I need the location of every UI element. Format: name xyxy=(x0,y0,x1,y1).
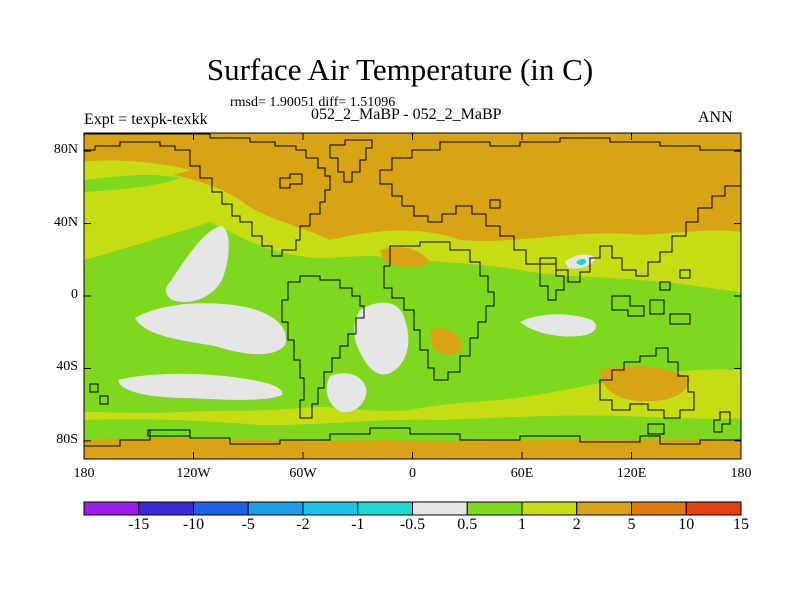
lon-tick-label: 120W xyxy=(176,466,211,481)
contour-band-near-zero xyxy=(165,226,229,302)
colorbar-swatch xyxy=(247,501,304,516)
lat-tick-label: 40S xyxy=(56,359,78,375)
colorbar-swatch xyxy=(466,501,523,516)
temperature-contours xyxy=(84,160,741,441)
experiment-label: Expt = texpk-texkk xyxy=(84,111,208,128)
colorbar-label: -10 xyxy=(182,516,205,533)
colorbar-swatch xyxy=(412,501,468,516)
lon-tick-label: 60W xyxy=(289,466,317,481)
colorbar-label: 0.5 xyxy=(457,516,478,533)
coastline-maritime-continent xyxy=(611,295,691,325)
lon-tick-label: 120E xyxy=(616,466,647,481)
coastline-eurasia xyxy=(379,137,741,283)
stats-text: rmsd= 1.90051 diff= 1.51096 xyxy=(230,95,396,110)
colorbar-swatch xyxy=(521,501,578,516)
period-label: ANN xyxy=(698,109,733,126)
coastline-arctic-island xyxy=(279,173,303,189)
colorbar-swatch xyxy=(357,501,413,516)
colorbar-label: -0.5 xyxy=(399,516,426,533)
colorbar-label: -2 xyxy=(296,516,310,533)
contour-band-negative xyxy=(576,259,586,265)
contour-band-0.5-1-north xyxy=(84,174,180,192)
colorbar-label: -5 xyxy=(241,516,255,533)
coastlines xyxy=(84,133,741,447)
lon-tick-label: 60E xyxy=(510,466,534,481)
lat-tick-label: 40N xyxy=(53,214,78,230)
contour-band-near-zero xyxy=(135,303,286,355)
colorbar-label: -15 xyxy=(128,516,150,533)
figure-title: Surface Air Temperature (in C) xyxy=(206,52,594,87)
contour-band-near-zero xyxy=(520,314,596,337)
lat-tick-label: 80N xyxy=(53,142,78,158)
coastline-greenland xyxy=(329,139,373,183)
coastline-south-america xyxy=(281,275,365,419)
colorbar-swatch xyxy=(631,501,687,516)
coastline-antarctica-island xyxy=(147,423,665,437)
lat-tick-label: 0 xyxy=(71,287,78,302)
colorbar-swatch xyxy=(302,501,359,516)
contour-band-2-5-land xyxy=(430,328,462,355)
contour-band-2-5-land xyxy=(600,365,690,402)
colorbar xyxy=(83,501,742,516)
coastline-africa xyxy=(383,241,495,381)
coastline-australia xyxy=(599,347,695,419)
coastline-north-america xyxy=(84,133,331,257)
coastline-new-zealand xyxy=(713,411,731,433)
colorbar-label: -1 xyxy=(351,516,365,533)
colorbar-swatch xyxy=(193,501,249,516)
contour-band-2-5-land xyxy=(380,247,430,268)
contour-band-near-zero xyxy=(326,373,367,413)
colorbar-label: 2 xyxy=(572,516,581,533)
coastline-india xyxy=(539,263,565,301)
contour-band-0.5-1-south xyxy=(84,415,741,441)
contour-band-1-2-north xyxy=(84,160,190,182)
colorbar-label: 5 xyxy=(627,516,636,533)
runs-label: 052_2_MaBP - 052_2_MaBP xyxy=(311,106,502,123)
colorbar-swatch xyxy=(685,501,742,516)
contour-band-near-zero xyxy=(118,373,283,400)
colorbar-label: 1 xyxy=(518,516,526,533)
contour-band-near-zero xyxy=(354,302,409,375)
lat-tick-label: 80S xyxy=(56,431,78,447)
colorbar-swatch xyxy=(83,501,140,516)
lon-tick-label: 180 xyxy=(73,466,95,481)
colorbar-label: 10 xyxy=(678,516,695,533)
coastline-small-island xyxy=(89,199,691,405)
lon-tick-label: 180 xyxy=(730,466,752,481)
lon-tick-label: 0 xyxy=(409,466,416,481)
colorbar-swatch xyxy=(576,501,632,516)
colorbar-swatch xyxy=(138,501,194,516)
map-ticks xyxy=(83,133,742,459)
contour-band-0.5-1 xyxy=(84,222,741,413)
colorbar-label: 15 xyxy=(733,516,749,533)
